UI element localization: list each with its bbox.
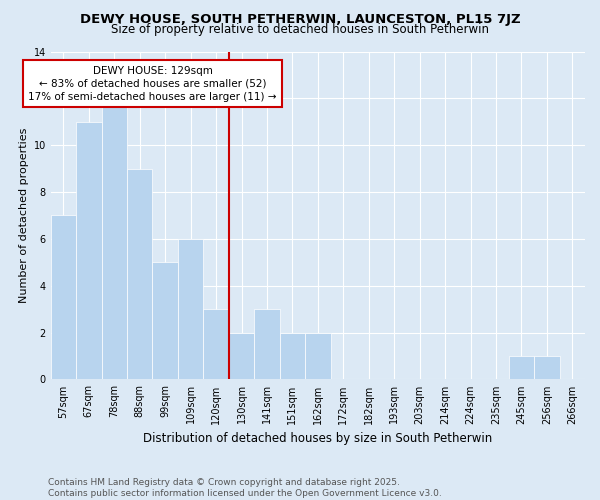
Text: Size of property relative to detached houses in South Petherwin: Size of property relative to detached ho… — [111, 22, 489, 36]
Bar — [203, 309, 229, 380]
Bar — [254, 309, 280, 380]
Bar — [534, 356, 560, 380]
Text: DEWY HOUSE: 129sqm
← 83% of detached houses are smaller (52)
17% of semi-detache: DEWY HOUSE: 129sqm ← 83% of detached hou… — [28, 66, 277, 102]
Bar — [76, 122, 101, 380]
Text: DEWY HOUSE, SOUTH PETHERWIN, LAUNCESTON, PL15 7JZ: DEWY HOUSE, SOUTH PETHERWIN, LAUNCESTON,… — [80, 12, 520, 26]
Bar — [305, 332, 331, 380]
Bar — [101, 98, 127, 380]
Y-axis label: Number of detached properties: Number of detached properties — [19, 128, 29, 303]
X-axis label: Distribution of detached houses by size in South Petherwin: Distribution of detached houses by size … — [143, 432, 493, 445]
Bar — [229, 332, 254, 380]
Bar — [127, 168, 152, 380]
Bar — [152, 262, 178, 380]
Bar — [509, 356, 534, 380]
Text: Contains HM Land Registry data © Crown copyright and database right 2025.
Contai: Contains HM Land Registry data © Crown c… — [48, 478, 442, 498]
Bar — [50, 216, 76, 380]
Bar — [178, 239, 203, 380]
Bar — [280, 332, 305, 380]
